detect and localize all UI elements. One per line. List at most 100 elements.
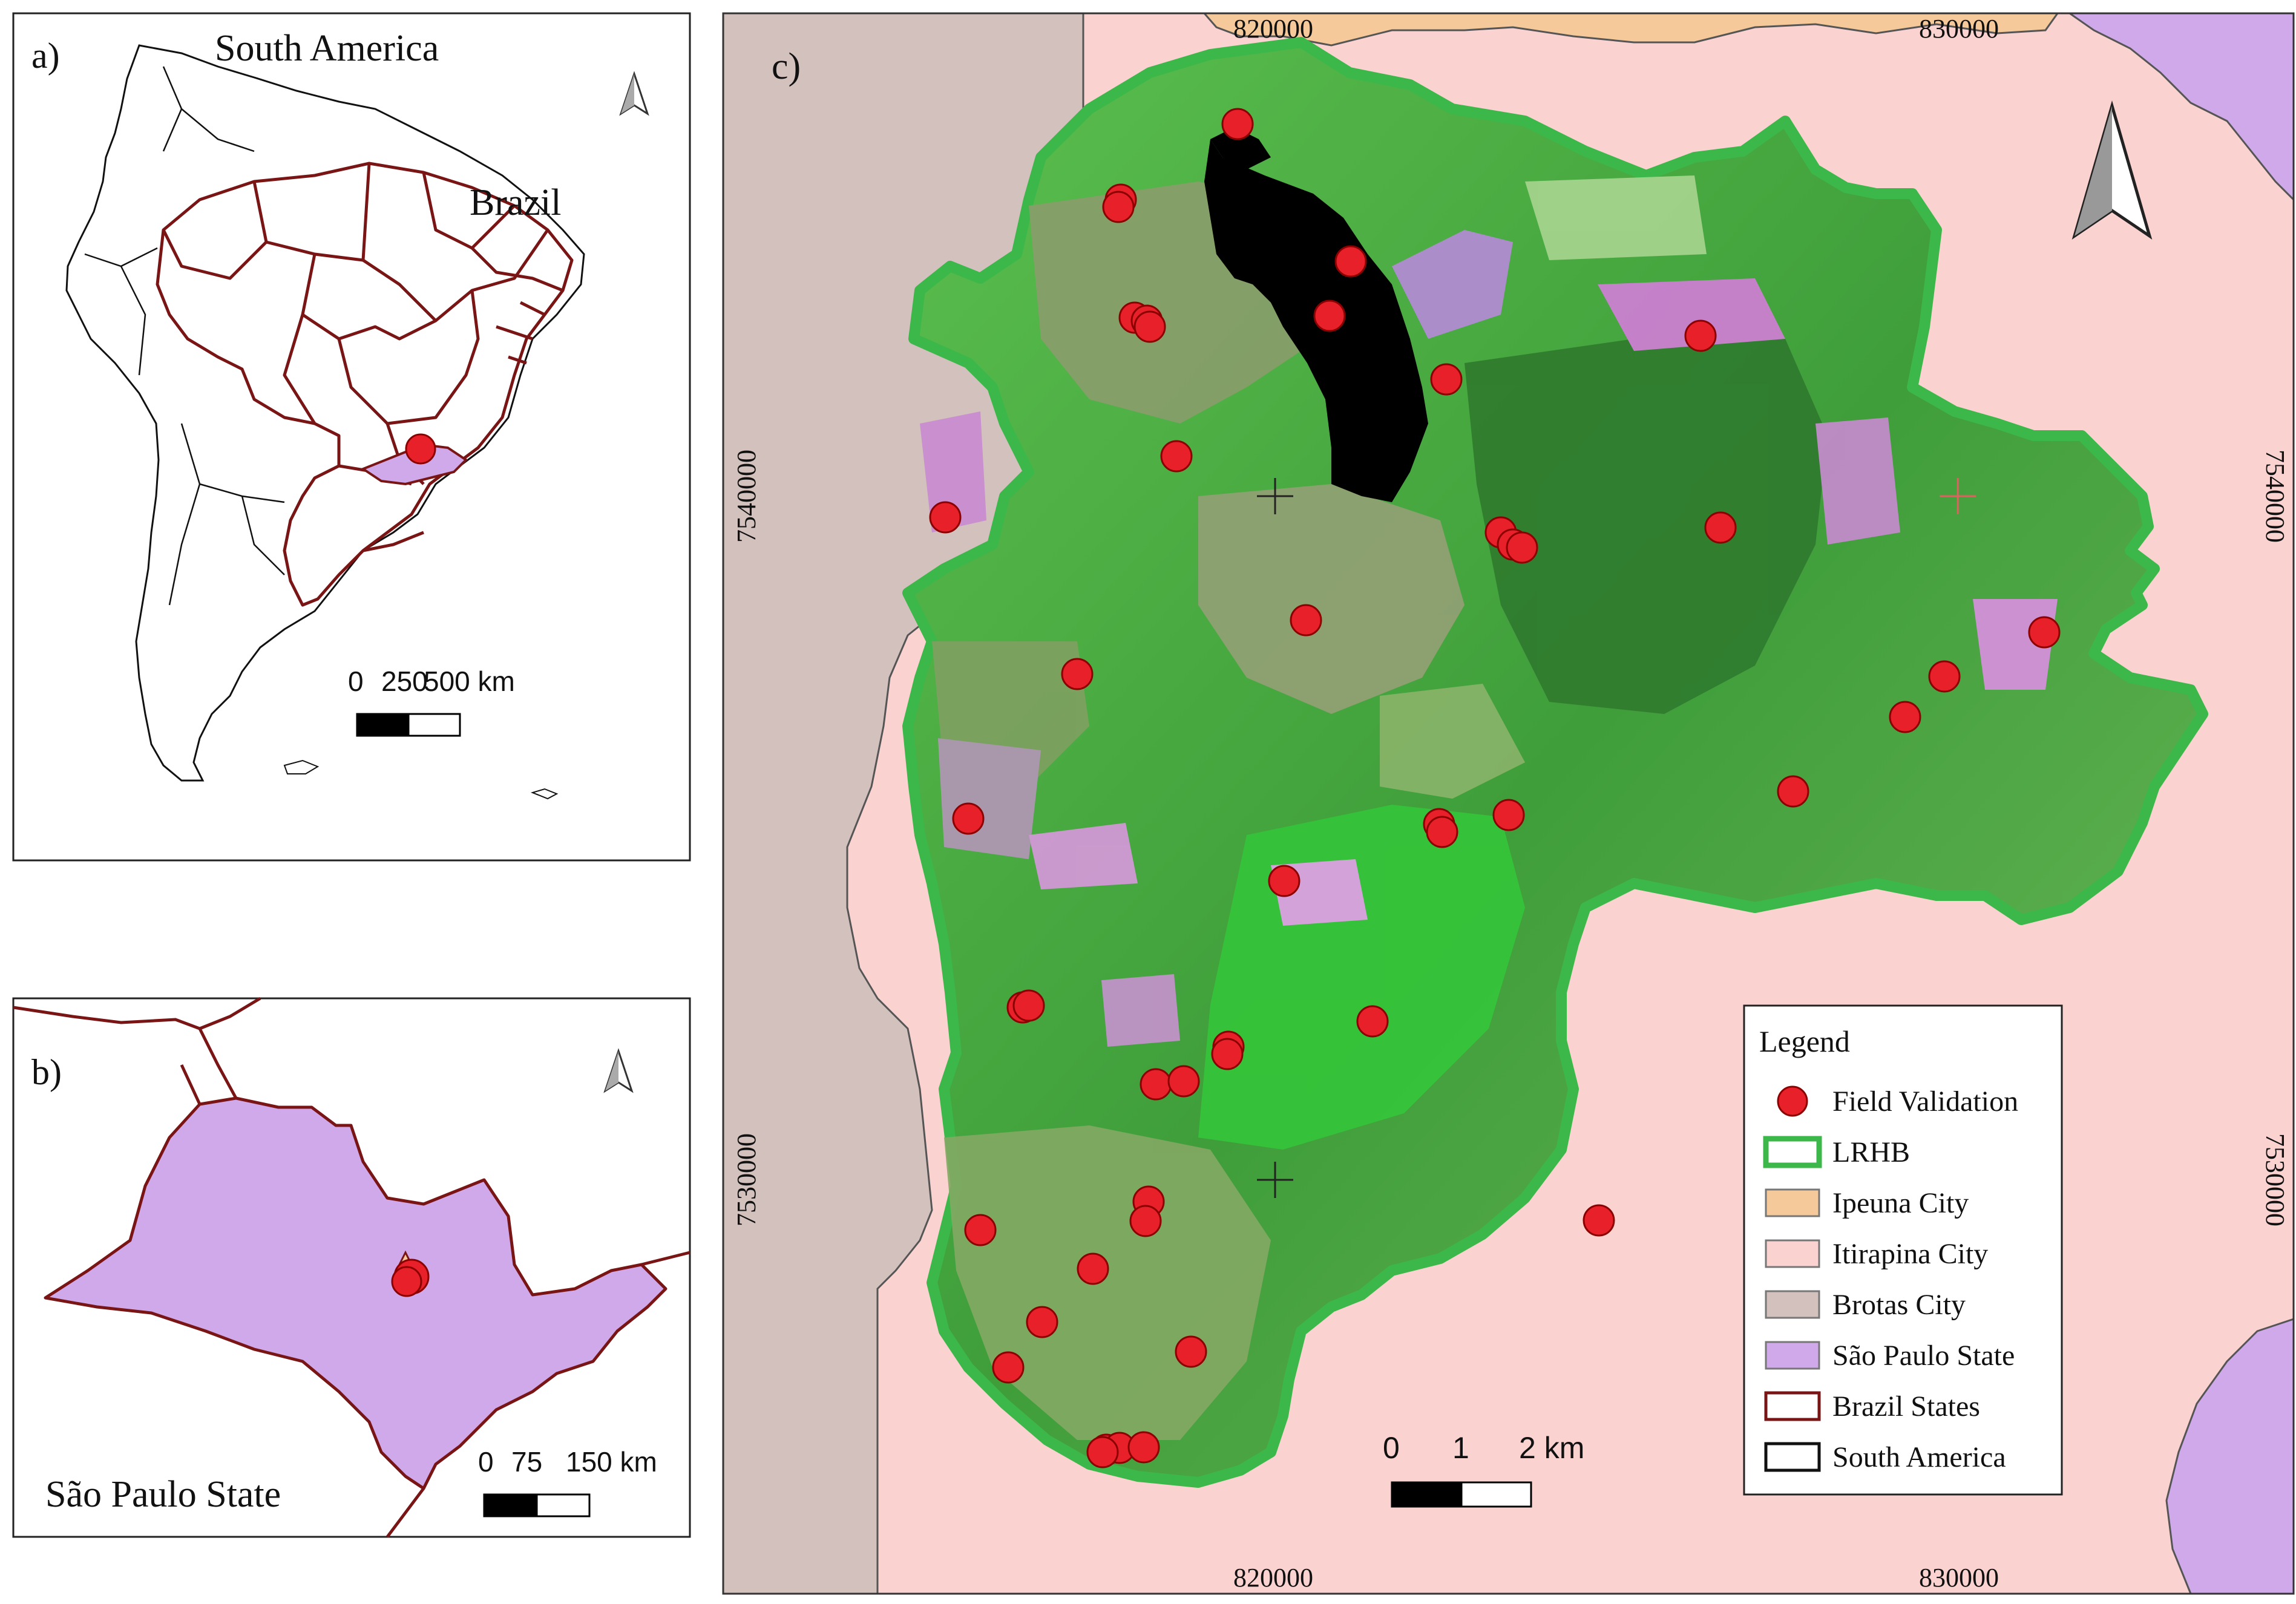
reservoir-narrow bbox=[1210, 127, 1271, 169]
legend-item: LRHB bbox=[1763, 1136, 1910, 1168]
field-validation-point bbox=[1211, 1038, 1244, 1070]
sao-paulo-state-area-ne bbox=[2068, 13, 2294, 201]
north-arrow-icon bbox=[2071, 100, 2153, 240]
field-validation-point bbox=[1777, 775, 1809, 808]
north-arrow-icon bbox=[603, 1048, 634, 1093]
legend-item: Brotas City bbox=[1765, 1289, 1966, 1321]
panel-c-label: c) bbox=[772, 46, 801, 87]
legend-item: São Paulo State bbox=[1765, 1340, 2015, 1372]
panel-a-south-america-map: a) South America Brazil 0 250 500 km bbox=[12, 12, 691, 862]
field-validation-point bbox=[1889, 701, 1921, 733]
study-area-point-b2 bbox=[391, 1266, 422, 1297]
legend-item-label: LRHB bbox=[1832, 1136, 1910, 1168]
field-validation-point bbox=[1102, 191, 1135, 223]
coord-right-7530000: 7530000 bbox=[2260, 1133, 2290, 1226]
panel-c-scale-bar: 0 1 2 km bbox=[1383, 1431, 1584, 1508]
field-validation-point bbox=[1077, 1252, 1109, 1285]
legend-item: Itirapina City bbox=[1765, 1238, 1988, 1270]
field-validation-point bbox=[1086, 1436, 1119, 1468]
south-america-country-borders bbox=[84, 66, 285, 606]
field-validation-point bbox=[1430, 363, 1463, 396]
field-validation-point bbox=[1167, 1065, 1200, 1098]
panel-b-title: São Paulo State bbox=[45, 1474, 281, 1515]
legend-item-label: Field Validation bbox=[1832, 1085, 2018, 1118]
panel-c-study-area-map: 820000 830000 820000 830000 7540000 7530… bbox=[722, 12, 2295, 1595]
scale-a-tick-2: 500 km bbox=[424, 666, 515, 697]
legend-title: Legend bbox=[1759, 1024, 1850, 1058]
field-validation-point bbox=[1133, 310, 1166, 343]
legend-item: Field Validation bbox=[1777, 1085, 2018, 1118]
legend-fill-symbol bbox=[1765, 1290, 1820, 1319]
field-validation-point bbox=[964, 1214, 997, 1246]
scale-a-tick-0: 0 bbox=[348, 666, 364, 697]
brazil-label: Brazil bbox=[470, 182, 562, 223]
panel-b-neighbor-borders bbox=[13, 997, 690, 1538]
coord-top-820000: 820000 bbox=[1233, 14, 1313, 44]
ipeuna-city-area bbox=[1203, 13, 2059, 47]
field-validation-point bbox=[1506, 531, 1538, 564]
scale-c-tick-1: 1 bbox=[1452, 1431, 1469, 1465]
panel-a-title: South America bbox=[215, 28, 439, 69]
brazil-states-borders bbox=[156, 162, 574, 607]
field-validation-point bbox=[1334, 245, 1367, 278]
legend-outline-symbol bbox=[1763, 1136, 1822, 1168]
field-validation-point bbox=[929, 501, 962, 534]
legend-item-label: São Paulo State bbox=[1832, 1340, 2015, 1372]
legend-item-label: Brotas City bbox=[1832, 1289, 1966, 1321]
scale-c-tick-0: 0 bbox=[1383, 1431, 1400, 1465]
field-validation-point bbox=[1356, 1005, 1389, 1038]
panel-b-sao-paulo-map: b) São Paulo State 0 75 150 km bbox=[12, 997, 691, 1538]
legend-item-label: Ipeuna City bbox=[1832, 1187, 1969, 1219]
legend-item: Ipeuna City bbox=[1765, 1187, 1969, 1219]
field-validation-point bbox=[1583, 1204, 1615, 1237]
coord-bottom-820000: 820000 bbox=[1233, 1563, 1313, 1593]
scale-b-tick-1: 75 bbox=[511, 1446, 542, 1478]
scale-b-tick-2: 150 km bbox=[566, 1446, 657, 1478]
legend-fill-symbol bbox=[1765, 1341, 1820, 1370]
field-validation-point bbox=[1313, 300, 1346, 332]
panel-a-scale-bar: 0 250 500 km bbox=[348, 666, 515, 737]
legend: Legend Field Validation LRHB Ipeuna City It… bbox=[1743, 1004, 2063, 1496]
coord-bottom-830000: 830000 bbox=[1919, 1563, 1999, 1593]
study-area-point-a bbox=[405, 433, 436, 465]
field-validation-point bbox=[952, 802, 985, 835]
field-validation-point bbox=[1129, 1205, 1162, 1237]
field-validation-point bbox=[1928, 660, 1961, 693]
legend-item-label: Brazil States bbox=[1832, 1390, 1980, 1422]
legend-item: South America bbox=[1764, 1441, 2006, 1473]
legend-item: Brazil States bbox=[1764, 1390, 1980, 1422]
legend-outline-symbol bbox=[1764, 1442, 1821, 1472]
field-validation-point bbox=[1492, 799, 1525, 831]
sao-paulo-state-area-se bbox=[2165, 1318, 2294, 1594]
panel-c-frame bbox=[722, 12, 2295, 1595]
field-validation-point bbox=[1061, 658, 1094, 690]
field-validation-point bbox=[1140, 1068, 1172, 1101]
field-validation-point bbox=[1012, 989, 1045, 1022]
panel-a-label: a) bbox=[31, 36, 60, 76]
field-validation-point bbox=[1026, 1306, 1058, 1338]
legend-item-label: Itirapina City bbox=[1832, 1238, 1988, 1270]
legend-item-label: South America bbox=[1832, 1441, 2006, 1473]
legend-outline-symbol bbox=[1764, 1391, 1821, 1421]
scale-a-tick-1: 250 bbox=[381, 666, 428, 697]
field-validation-point bbox=[992, 1351, 1025, 1384]
legend-fill-symbol bbox=[1765, 1188, 1820, 1217]
coord-left-7540000: 7540000 bbox=[732, 450, 761, 543]
field-validation-point bbox=[1160, 440, 1193, 473]
falkland-islands bbox=[283, 759, 559, 800]
field-validation-point bbox=[2028, 616, 2061, 649]
field-validation-point bbox=[1127, 1431, 1160, 1464]
field-validation-points bbox=[929, 108, 2061, 1468]
legend-point-symbol bbox=[1777, 1085, 1808, 1117]
scale-c-tick-2: 2 km bbox=[1519, 1431, 1584, 1465]
north-arrow-icon bbox=[619, 71, 649, 116]
coord-top-830000: 830000 bbox=[1919, 14, 1999, 44]
field-validation-point bbox=[1175, 1335, 1207, 1368]
panel-b-label: b) bbox=[31, 1052, 62, 1092]
field-validation-point bbox=[1221, 108, 1254, 140]
field-validation-point bbox=[1684, 319, 1717, 352]
sao-paulo-state-shape bbox=[44, 1096, 667, 1490]
field-validation-point bbox=[1426, 816, 1458, 848]
panel-b-scale-bar: 0 75 150 km bbox=[478, 1446, 657, 1517]
